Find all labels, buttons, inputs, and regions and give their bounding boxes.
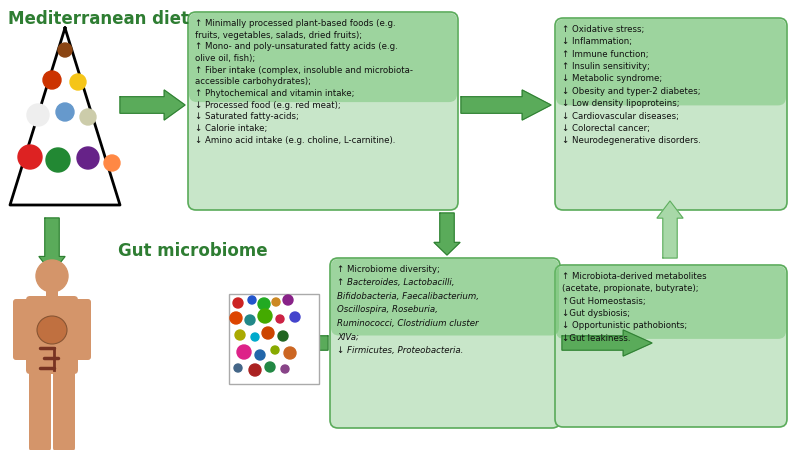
Circle shape: [230, 312, 242, 324]
Circle shape: [233, 298, 243, 308]
FancyBboxPatch shape: [331, 259, 559, 336]
Circle shape: [77, 147, 99, 169]
Circle shape: [262, 327, 274, 339]
FancyBboxPatch shape: [330, 258, 560, 428]
Polygon shape: [657, 201, 683, 258]
Circle shape: [249, 364, 261, 376]
FancyBboxPatch shape: [26, 296, 78, 374]
Polygon shape: [461, 90, 551, 120]
Text: Mediterranean diet: Mediterranean diet: [8, 10, 189, 28]
FancyBboxPatch shape: [188, 12, 458, 210]
FancyBboxPatch shape: [555, 265, 787, 427]
Text: Oscillospira, Roseburia,: Oscillospira, Roseburia,: [337, 306, 438, 315]
Circle shape: [271, 346, 279, 354]
Circle shape: [58, 43, 72, 57]
Circle shape: [27, 104, 49, 126]
Circle shape: [234, 364, 242, 372]
Circle shape: [46, 148, 70, 172]
Circle shape: [281, 365, 289, 373]
Text: ↑ Microbiome diversity;: ↑ Microbiome diversity;: [337, 265, 440, 274]
Circle shape: [258, 298, 270, 310]
Circle shape: [18, 145, 42, 169]
Circle shape: [276, 315, 284, 323]
Ellipse shape: [37, 316, 67, 344]
Polygon shape: [120, 90, 185, 120]
Polygon shape: [562, 330, 652, 356]
Polygon shape: [10, 28, 120, 205]
FancyBboxPatch shape: [556, 266, 786, 339]
Circle shape: [255, 350, 265, 360]
Circle shape: [56, 103, 74, 121]
Circle shape: [278, 331, 288, 341]
FancyBboxPatch shape: [13, 299, 35, 360]
Circle shape: [272, 298, 280, 306]
Circle shape: [80, 109, 96, 125]
Polygon shape: [263, 330, 328, 356]
Text: Ruminococci, Clostridium cluster: Ruminococci, Clostridium cluster: [337, 319, 478, 328]
FancyBboxPatch shape: [556, 19, 786, 105]
Circle shape: [70, 74, 86, 90]
Text: Gut microbiome: Gut microbiome: [118, 242, 268, 260]
Circle shape: [237, 345, 251, 359]
Polygon shape: [39, 218, 65, 273]
Circle shape: [284, 347, 296, 359]
Text: ↓ Firmicutes, Proteobacteria.: ↓ Firmicutes, Proteobacteria.: [337, 346, 463, 355]
FancyBboxPatch shape: [229, 294, 319, 384]
Polygon shape: [434, 213, 460, 255]
Text: XIVa;: XIVa;: [337, 333, 359, 342]
Circle shape: [258, 309, 272, 323]
Circle shape: [235, 330, 245, 340]
Text: ↑ Minimally processed plant-based foods (e.g.
fruits, vegetables, salads, dried : ↑ Minimally processed plant-based foods …: [195, 19, 413, 144]
FancyBboxPatch shape: [46, 289, 58, 303]
FancyBboxPatch shape: [29, 365, 51, 450]
Circle shape: [251, 333, 259, 341]
FancyBboxPatch shape: [189, 13, 457, 102]
FancyBboxPatch shape: [53, 365, 75, 450]
Circle shape: [104, 155, 120, 171]
Text: ↑ Oxidative stress;
↓ Inflammation;
↑ Immune function;
↑ Insulin sensitivity;
↓ : ↑ Oxidative stress; ↓ Inflammation; ↑ Im…: [562, 25, 701, 145]
FancyBboxPatch shape: [69, 299, 91, 360]
Text: Bifidobacteria, Faecalibacterium,: Bifidobacteria, Faecalibacterium,: [337, 292, 479, 301]
Circle shape: [43, 71, 61, 89]
Circle shape: [290, 312, 300, 322]
Circle shape: [265, 362, 275, 372]
Circle shape: [283, 295, 293, 305]
FancyBboxPatch shape: [555, 18, 787, 210]
Circle shape: [248, 296, 256, 304]
Circle shape: [36, 260, 68, 292]
Text: ↑ Microbiota-derived metabolites
(acetate, propionate, butyrate);
↑Gut Homeostas: ↑ Microbiota-derived metabolites (acetat…: [562, 272, 706, 343]
Text: ↑ Bacteroides, Lactobacilli,: ↑ Bacteroides, Lactobacilli,: [337, 279, 454, 288]
Circle shape: [245, 315, 255, 325]
